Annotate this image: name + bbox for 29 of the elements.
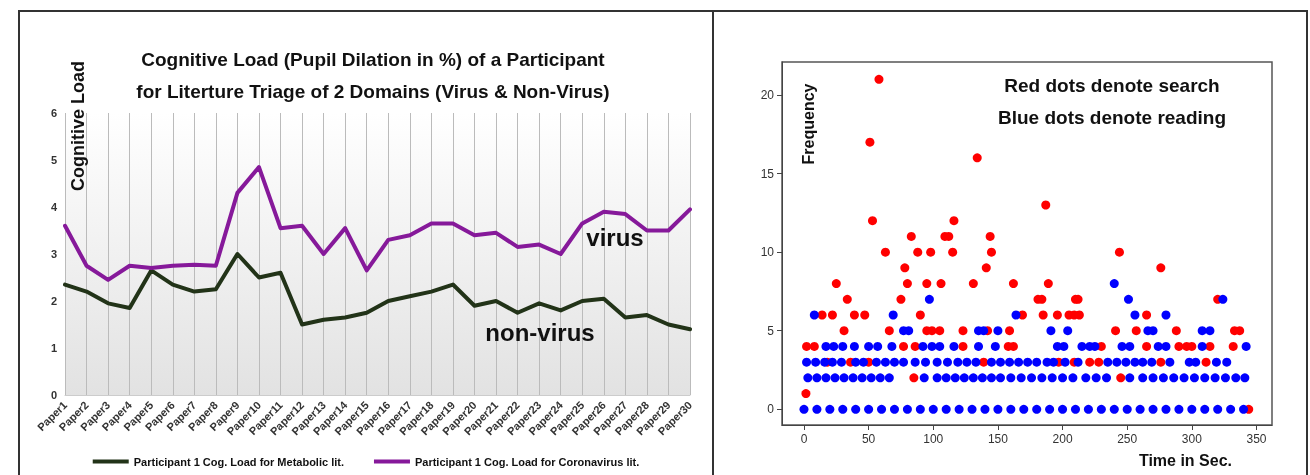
x-tick-label: 0	[800, 432, 808, 446]
y-axis-title: Cognitive Load	[68, 61, 88, 191]
y-tick-label: 10	[760, 245, 775, 260]
x-tick-label: 100	[923, 432, 944, 446]
y-tick-label: 20	[760, 88, 775, 102]
y-tick-label: 6	[50, 107, 57, 119]
x-tick-label: 250	[1117, 432, 1138, 446]
annotation: non-virus	[485, 319, 595, 347]
x-tick-label: 150	[987, 432, 1009, 446]
y-tick-label: 5	[767, 323, 775, 338]
y-tick-label: 2	[50, 295, 57, 307]
y-tick-label: 0	[50, 389, 57, 401]
annotation: Red dots denote search	[1004, 75, 1220, 96]
y-tick-label: 3	[50, 248, 57, 260]
y-axis-title: Frequency	[799, 83, 817, 165]
annotation: virus	[586, 223, 644, 251]
annotation: Blue dots denote reading	[997, 107, 1227, 128]
x-tick-label: 350	[1246, 432, 1267, 446]
x-tick-label: 200	[1052, 432, 1073, 446]
legend-label: Participant 1 Cog. Load for Metabolic lit.	[133, 455, 344, 468]
chart-title: Cognitive Load (Pupil Dilation in %) of a Participant for Literture Triage of 2 Domains (Virus & Non-Virus)	[136, 48, 610, 102]
x-tick-label: 300	[1181, 432, 1203, 446]
y-tick-label: 5	[50, 154, 57, 166]
y-tick-label: 15	[760, 166, 775, 181]
y-tick-label: 4	[50, 201, 58, 213]
y-tick-label: 1	[50, 342, 57, 354]
legend-label: Participant 1 Cog. Load for Coronavirus lit.	[414, 455, 640, 468]
x-tick-label: 50	[861, 432, 876, 446]
x-axis-title: Time in Sec.	[1138, 451, 1232, 469]
